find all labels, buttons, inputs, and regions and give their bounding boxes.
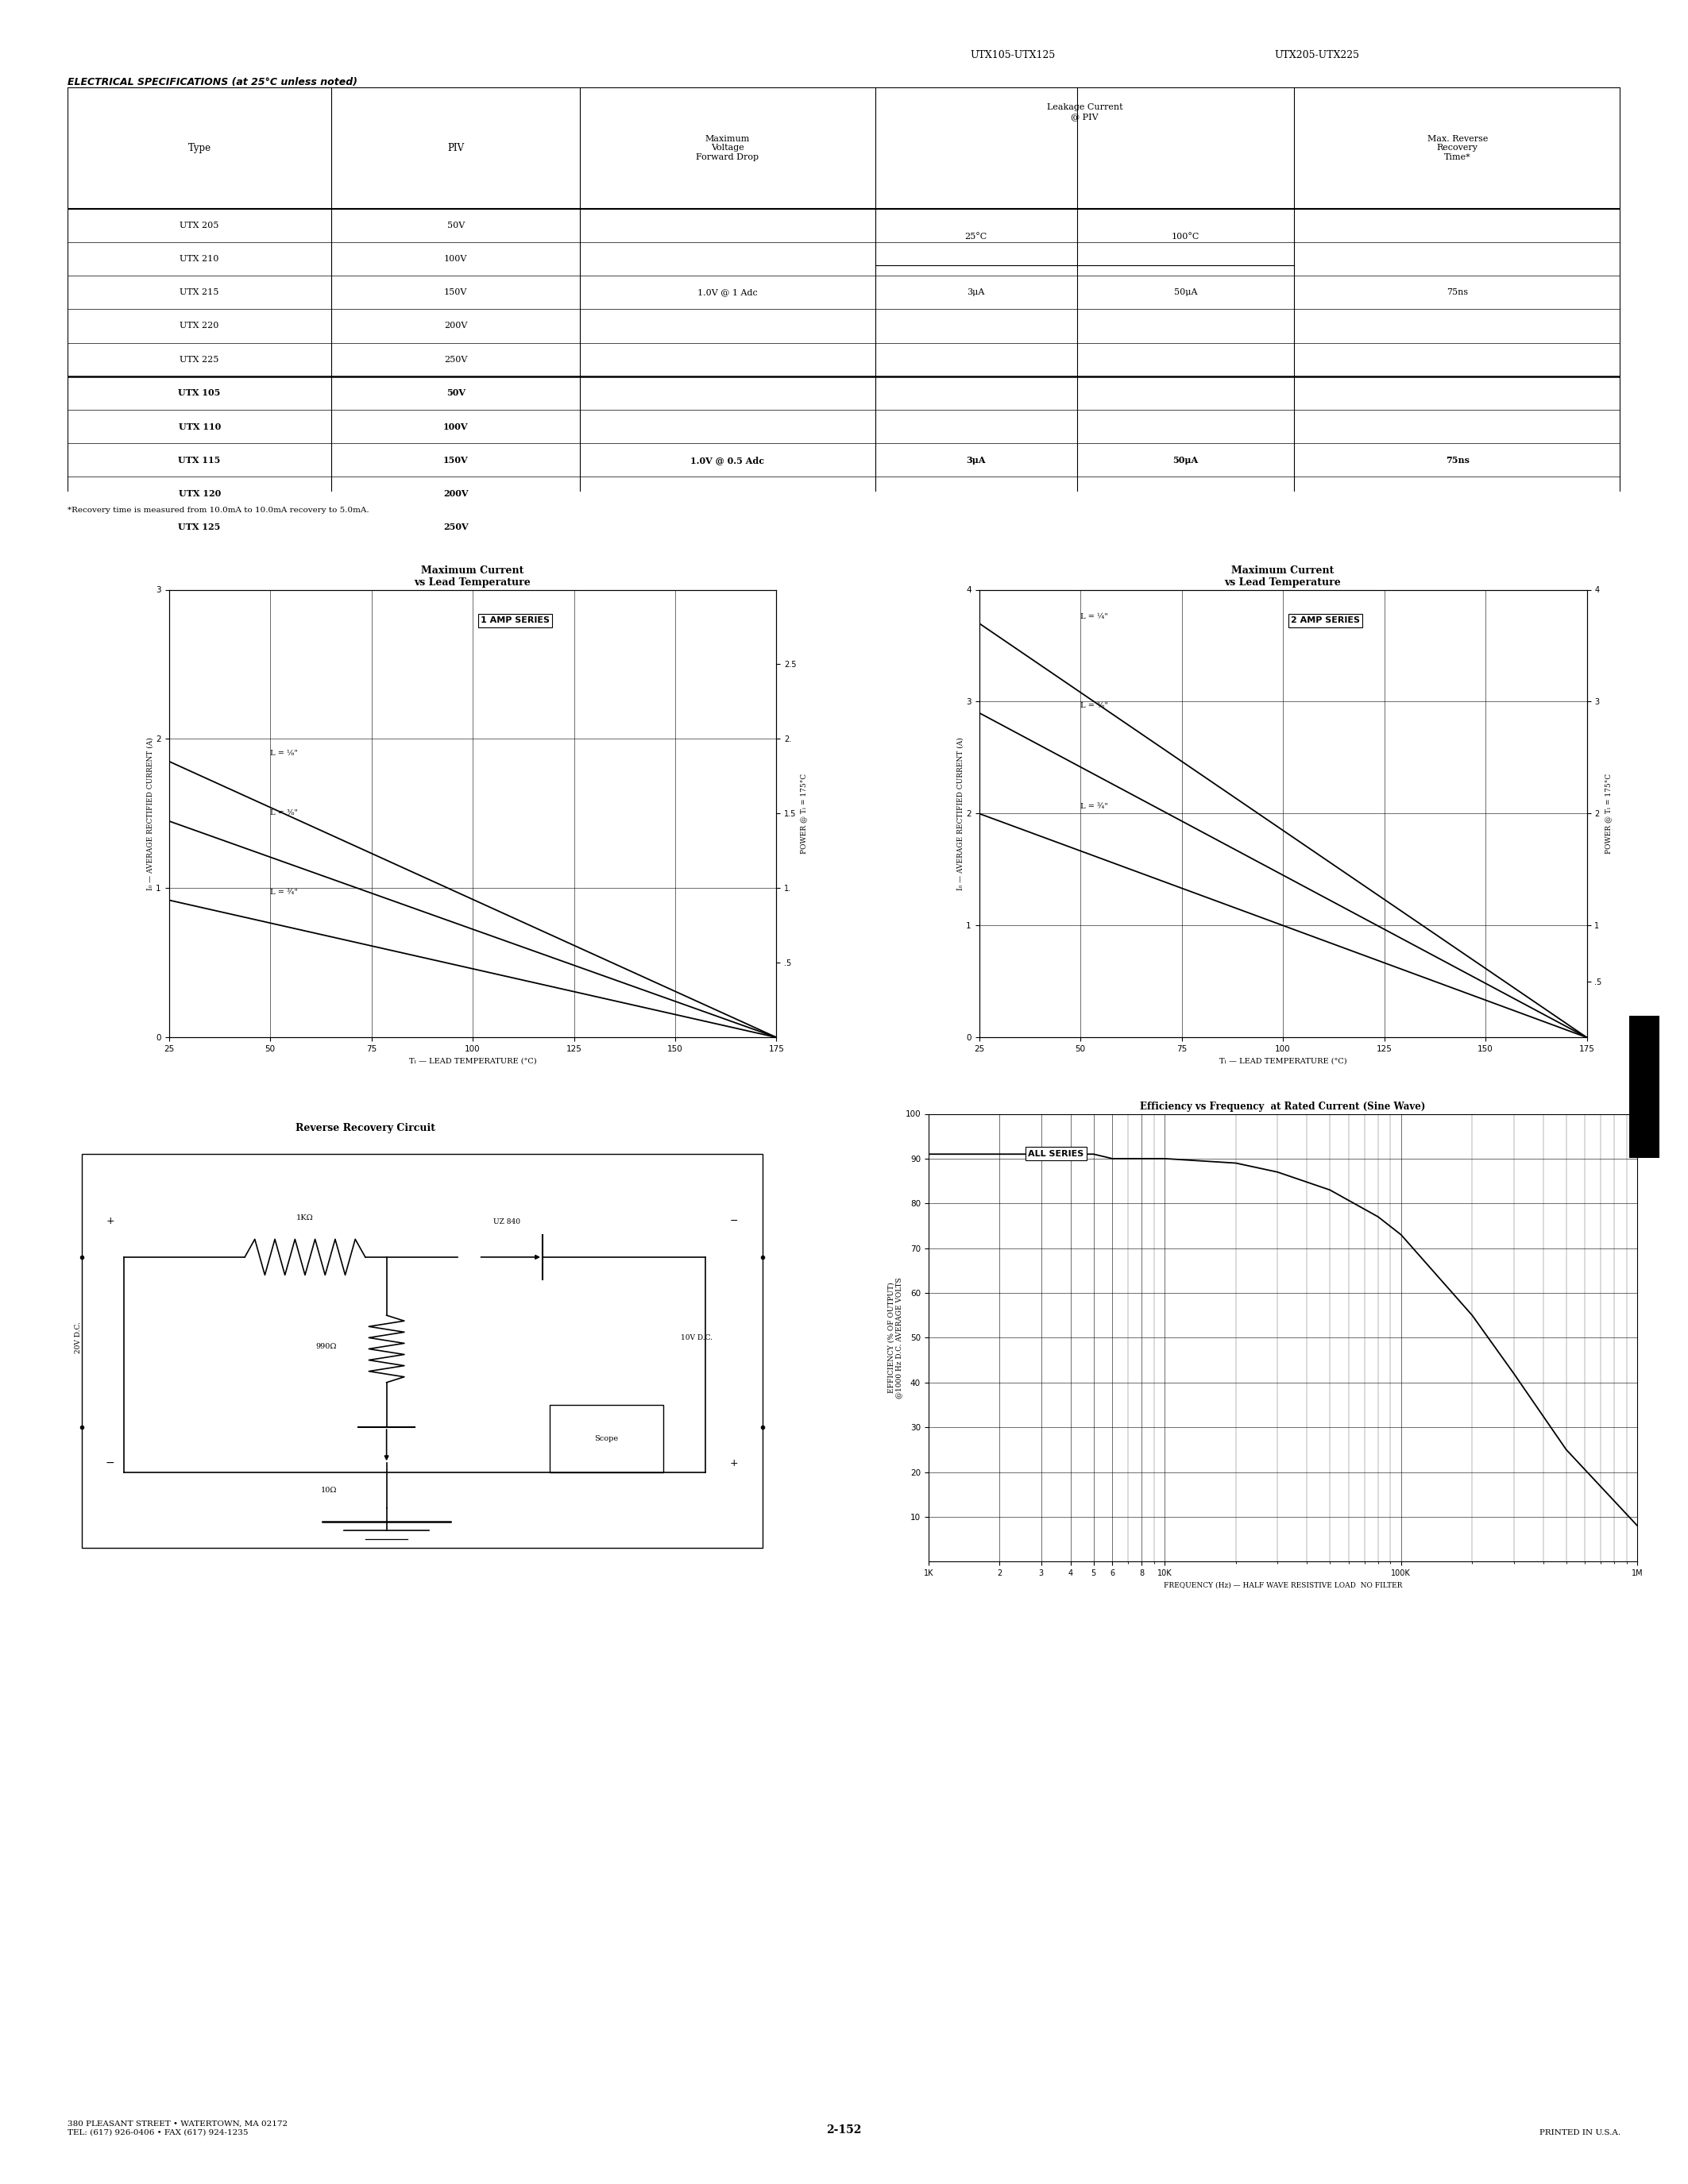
- Text: 200V: 200V: [444, 321, 468, 330]
- Text: L = ¾": L = ¾": [1080, 804, 1107, 810]
- Text: UTX 120: UTX 120: [179, 489, 221, 498]
- Text: ALL SERIES: ALL SERIES: [1028, 1149, 1084, 1158]
- Text: 1.0V @ 1 Adc: 1.0V @ 1 Adc: [697, 288, 758, 297]
- Text: UTX 205: UTX 205: [181, 221, 219, 229]
- Bar: [550, 1404, 663, 1472]
- Text: UTX 220: UTX 220: [181, 321, 219, 330]
- Title: Efficiency vs Frequency  at Rated Current (Sine Wave): Efficiency vs Frequency at Rated Current…: [1139, 1101, 1426, 1112]
- Text: −: −: [729, 1216, 738, 1227]
- X-axis label: Tₗ — LEAD TEMPERATURE (°C): Tₗ — LEAD TEMPERATURE (°C): [408, 1057, 537, 1064]
- Text: 1KΩ: 1KΩ: [297, 1214, 314, 1221]
- X-axis label: Tₗ — LEAD TEMPERATURE (°C): Tₗ — LEAD TEMPERATURE (°C): [1219, 1057, 1347, 1064]
- Text: 25°C: 25°C: [966, 234, 987, 240]
- Text: UZ 840: UZ 840: [493, 1219, 520, 1225]
- Y-axis label: EFFICIENCY (% OF OUTPUT)
@1000 Hz D.C. AVERAGE VOLTS: EFFICIENCY (% OF OUTPUT) @1000 Hz D.C. A…: [888, 1278, 903, 1398]
- Y-axis label: I₀ — AVERAGE RECTIFIED CURRENT (A): I₀ — AVERAGE RECTIFIED CURRENT (A): [957, 736, 964, 891]
- Text: 75ns: 75ns: [1447, 288, 1469, 297]
- Text: UTX 210: UTX 210: [181, 256, 219, 262]
- Y-axis label: I₀ — AVERAGE RECTIFIED CURRENT (A): I₀ — AVERAGE RECTIFIED CURRENT (A): [147, 736, 154, 891]
- Text: 10Ω: 10Ω: [321, 1487, 338, 1494]
- Text: UTX105-UTX125: UTX105-UTX125: [971, 50, 1055, 61]
- Text: UTX 115: UTX 115: [179, 456, 221, 465]
- Text: 100V: 100V: [444, 256, 468, 262]
- Text: 2 AMP SERIES: 2 AMP SERIES: [1291, 616, 1361, 625]
- Text: 75ns: 75ns: [1445, 456, 1469, 465]
- Text: 2-152: 2-152: [827, 2125, 861, 2136]
- Text: 100°C: 100°C: [1171, 234, 1200, 240]
- Text: PRINTED IN U.S.A.: PRINTED IN U.S.A.: [1539, 2129, 1620, 2136]
- Text: Reverse Recovery Circuit: Reverse Recovery Circuit: [295, 1123, 436, 1133]
- Text: Maximum
Voltage
Forward Drop: Maximum Voltage Forward Drop: [695, 135, 760, 162]
- Text: UTX205-UTX225: UTX205-UTX225: [1274, 50, 1359, 61]
- Text: 990Ω: 990Ω: [316, 1343, 338, 1350]
- Text: 250V: 250V: [444, 356, 468, 363]
- Text: +: +: [106, 1216, 115, 1227]
- Text: 20V D.C.: 20V D.C.: [74, 1321, 81, 1354]
- Text: Scope: Scope: [594, 1435, 618, 1441]
- Text: UTX 125: UTX 125: [179, 522, 221, 531]
- Text: UTX 110: UTX 110: [179, 422, 221, 430]
- Text: 150V: 150V: [444, 288, 468, 297]
- Text: *Recovery time is measured from 10.0mA to 10.0mA recovery to 5.0mA.: *Recovery time is measured from 10.0mA t…: [68, 507, 370, 513]
- Text: 50μA: 50μA: [1173, 288, 1197, 297]
- Text: 150V: 150V: [444, 456, 468, 465]
- Text: 200V: 200V: [444, 489, 468, 498]
- Y-axis label: POWER @ Tₗ = 175°C: POWER @ Tₗ = 175°C: [800, 773, 807, 854]
- Text: −: −: [105, 1457, 115, 1468]
- Text: 250V: 250V: [444, 522, 468, 531]
- Text: Type: Type: [187, 142, 211, 153]
- Text: 50V: 50V: [447, 221, 464, 229]
- Text: +: +: [729, 1459, 738, 1468]
- Text: 380 PLEASANT STREET • WATERTOWN, MA 02172
TEL: (617) 926-0406 • FAX (617) 924-12: 380 PLEASANT STREET • WATERTOWN, MA 0217…: [68, 2121, 287, 2136]
- Text: PIV: PIV: [447, 142, 464, 153]
- Bar: [81, 1153, 763, 1548]
- Text: 1 AMP SERIES: 1 AMP SERIES: [481, 616, 550, 625]
- Text: UTX 225: UTX 225: [181, 356, 219, 363]
- Text: 100V: 100V: [444, 422, 468, 430]
- Text: 50V: 50V: [446, 389, 466, 397]
- Text: 1.0V @ 0.5 Adc: 1.0V @ 0.5 Adc: [690, 456, 765, 465]
- Title: Maximum Current
vs Lead Temperature: Maximum Current vs Lead Temperature: [414, 566, 532, 587]
- Text: UTX 215: UTX 215: [181, 288, 219, 297]
- Text: L = ⅜": L = ⅜": [1080, 703, 1107, 710]
- Title: Maximum Current
vs Lead Temperature: Maximum Current vs Lead Temperature: [1224, 566, 1342, 587]
- Text: L = ⅛": L = ⅛": [270, 749, 297, 758]
- Text: Leakage Current
@ PIV: Leakage Current @ PIV: [1047, 103, 1123, 120]
- Text: 3μA: 3μA: [967, 288, 984, 297]
- Text: L = ¼": L = ¼": [1080, 614, 1107, 620]
- Text: 50μA: 50μA: [1173, 456, 1198, 465]
- Text: L = ⅜": L = ⅜": [270, 810, 297, 817]
- Text: L = ¾": L = ¾": [270, 889, 297, 895]
- Text: UTX 105: UTX 105: [179, 389, 221, 397]
- Y-axis label: POWER @ Tₗ = 175°C: POWER @ Tₗ = 175°C: [1605, 773, 1612, 854]
- Text: 3μA: 3μA: [966, 456, 986, 465]
- Text: ELECTRICAL SPECIFICATIONS (at 25°C unless noted): ELECTRICAL SPECIFICATIONS (at 25°C unles…: [68, 76, 358, 87]
- Text: Max. Reverse
Recovery
Time*: Max. Reverse Recovery Time*: [1426, 135, 1487, 162]
- Text: 10V D.C.: 10V D.C.: [680, 1334, 712, 1341]
- X-axis label: FREQUENCY (Hz) — HALF WAVE RESISTIVE LOAD  NO FILTER: FREQUENCY (Hz) — HALF WAVE RESISTIVE LOA…: [1163, 1581, 1403, 1588]
